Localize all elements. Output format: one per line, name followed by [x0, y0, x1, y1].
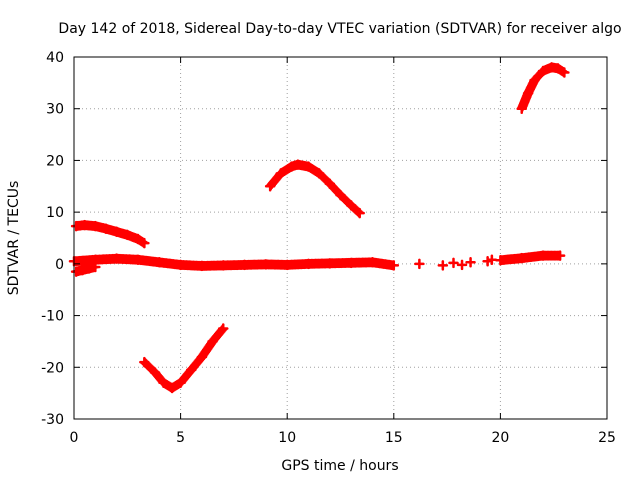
data-point — [388, 260, 400, 271]
y-tick-label: -30 — [41, 412, 64, 428]
data-point — [217, 260, 229, 271]
series-band-right — [495, 250, 566, 266]
data-point — [275, 168, 287, 179]
data-point — [437, 260, 449, 271]
data-point — [207, 336, 218, 347]
y-tick-label: 40 — [46, 50, 64, 66]
data-point — [495, 254, 506, 266]
series-markers — [495, 250, 566, 266]
data-point — [90, 254, 101, 265]
data-point — [303, 161, 314, 172]
data-point — [486, 254, 498, 265]
data-point — [552, 63, 564, 74]
data-point — [217, 323, 229, 334]
data-point — [516, 103, 527, 114]
series-scatter-points — [414, 254, 498, 271]
y-axis-label: SDTVAR / TECUs — [6, 181, 22, 296]
data-point — [83, 263, 95, 274]
data-point — [465, 257, 476, 268]
data-point — [175, 377, 186, 389]
data-point — [324, 258, 336, 269]
data-point — [448, 257, 459, 269]
data-point — [537, 65, 549, 77]
axis-ticks: 0 5 10 15 20 25 -30 -20 -10 0 10 20 30 40 — [41, 50, 616, 446]
data-point — [166, 382, 178, 394]
data-point — [286, 161, 297, 172]
data-point — [132, 233, 144, 245]
grid-lines — [74, 57, 607, 419]
data-point — [367, 257, 378, 268]
data-series — [68, 62, 570, 394]
chart-title: Day 142 of 2018, Sidereal Day-to-day VTE… — [58, 21, 621, 37]
data-point — [516, 252, 527, 264]
series-arc-high-left — [70, 219, 150, 249]
data-point — [335, 189, 346, 201]
y-tick-label: 10 — [46, 205, 64, 221]
data-point — [537, 250, 549, 261]
data-point — [186, 364, 197, 376]
data-point — [90, 220, 101, 232]
data-point — [324, 178, 336, 189]
data-point — [354, 207, 365, 219]
data-point — [260, 259, 272, 270]
x-tick-label: 5 — [176, 430, 185, 446]
x-tick-label: 25 — [598, 430, 616, 446]
data-point — [292, 159, 304, 170]
data-point — [132, 254, 144, 265]
data-point — [77, 264, 88, 276]
data-point — [345, 257, 357, 269]
data-point — [522, 87, 534, 99]
data-point — [264, 181, 276, 192]
data-point — [456, 259, 468, 271]
data-point — [149, 367, 161, 378]
data-point — [281, 259, 293, 271]
series-arc-hump — [264, 159, 365, 219]
series-arc-trough — [139, 323, 229, 394]
plot-frame — [73, 56, 608, 420]
data-point — [554, 250, 566, 261]
y-tick-label: 30 — [46, 102, 64, 118]
y-tick-label: 0 — [55, 257, 64, 273]
data-point — [414, 258, 425, 270]
data-point — [158, 377, 169, 389]
data-point — [139, 237, 150, 249]
y-tick-label: -20 — [41, 360, 64, 376]
data-point — [313, 168, 325, 179]
data-point — [196, 351, 208, 363]
data-point — [100, 223, 112, 234]
series-arc-low-left — [70, 261, 101, 277]
data-point — [345, 200, 357, 211]
x-tick-label: 15 — [385, 430, 403, 446]
data-point — [70, 266, 82, 277]
series-arc-rise-right — [516, 62, 570, 114]
data-point — [529, 75, 540, 86]
data-point — [559, 67, 570, 78]
y-tick-label: 20 — [46, 153, 64, 169]
x-tick-label: 0 — [70, 430, 79, 446]
data-point — [303, 258, 314, 270]
data-point — [122, 229, 133, 241]
series-band-main — [68, 253, 400, 272]
y-tick-label: -10 — [41, 309, 64, 325]
data-point — [175, 259, 186, 271]
data-point — [239, 259, 250, 271]
x-tick-label: 20 — [491, 430, 509, 446]
data-point — [139, 356, 150, 368]
x-tick-label: 10 — [278, 430, 296, 446]
data-point — [111, 253, 122, 264]
x-axis-label: GPS time / hours — [281, 458, 398, 474]
data-point — [79, 219, 90, 231]
data-point — [196, 260, 208, 272]
data-point — [70, 220, 82, 232]
data-point — [154, 257, 165, 268]
data-point — [111, 226, 122, 238]
